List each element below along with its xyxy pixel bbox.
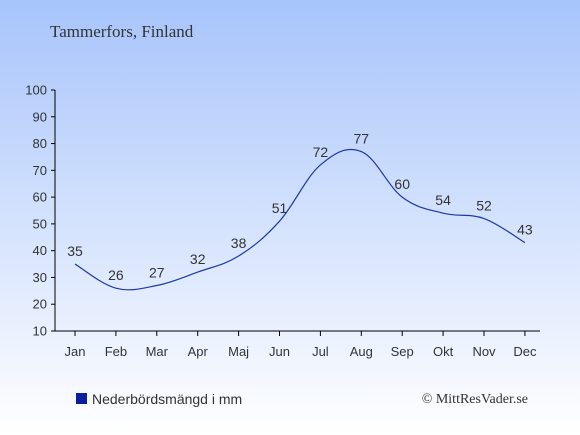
y-tick-label: 80 [33,136,47,151]
x-tick-label: Sep [391,344,414,359]
x-tick-label: Apr [188,344,209,359]
legend-label: Nederbördsmängd i mm [92,391,242,407]
data-label: 72 [313,144,329,160]
data-label: 77 [354,131,370,147]
x-axis-ticks: Jan Feb Mar Apr Maj Jun Jul Aug Sep Okt Nov Dec [65,331,537,359]
axes [54,90,540,332]
y-tick-label: 40 [33,243,47,258]
y-tick-label: 30 [33,270,47,285]
x-tick-label: Jul [312,344,329,359]
y-tick-label: 10 [33,324,47,339]
x-tick-label: Dec [513,344,537,359]
data-labels: 35 26 27 32 38 51 72 77 60 54 52 43 [67,131,533,284]
y-tick-label: 20 [33,297,47,312]
data-label: 27 [149,264,165,280]
x-tick-label: Jun [269,344,290,359]
data-label: 52 [476,198,492,214]
y-tick-label: 70 [33,163,47,178]
data-label: 54 [435,192,451,208]
data-label: 60 [394,176,410,192]
x-tick-label: Mar [146,344,169,359]
y-tick-label: 50 [33,216,47,231]
credit-text: © MittResVader.se [422,392,528,407]
x-tick-label: Maj [228,344,249,359]
x-tick-label: Nov [472,344,496,359]
data-label: 35 [67,243,83,259]
data-label: 38 [231,235,247,251]
data-label: 26 [108,267,124,283]
y-tick-label: 90 [33,109,47,124]
chart-title: Tammerfors, Finland [50,22,194,41]
legend-swatch [76,393,87,404]
data-label: 43 [517,222,533,238]
data-label: 32 [190,251,206,267]
y-tick-label: 60 [33,190,47,205]
x-tick-label: Jan [65,344,86,359]
data-label: 51 [272,200,288,216]
x-tick-label: Aug [350,344,373,359]
x-tick-label: Feb [105,344,127,359]
y-tick-label: 100 [25,83,47,98]
x-tick-label: Okt [433,344,454,359]
series-line [74,148,526,291]
series-group [74,148,526,291]
y-axis-ticks: 10 20 30 40 50 60 70 80 90 100 [25,83,55,339]
